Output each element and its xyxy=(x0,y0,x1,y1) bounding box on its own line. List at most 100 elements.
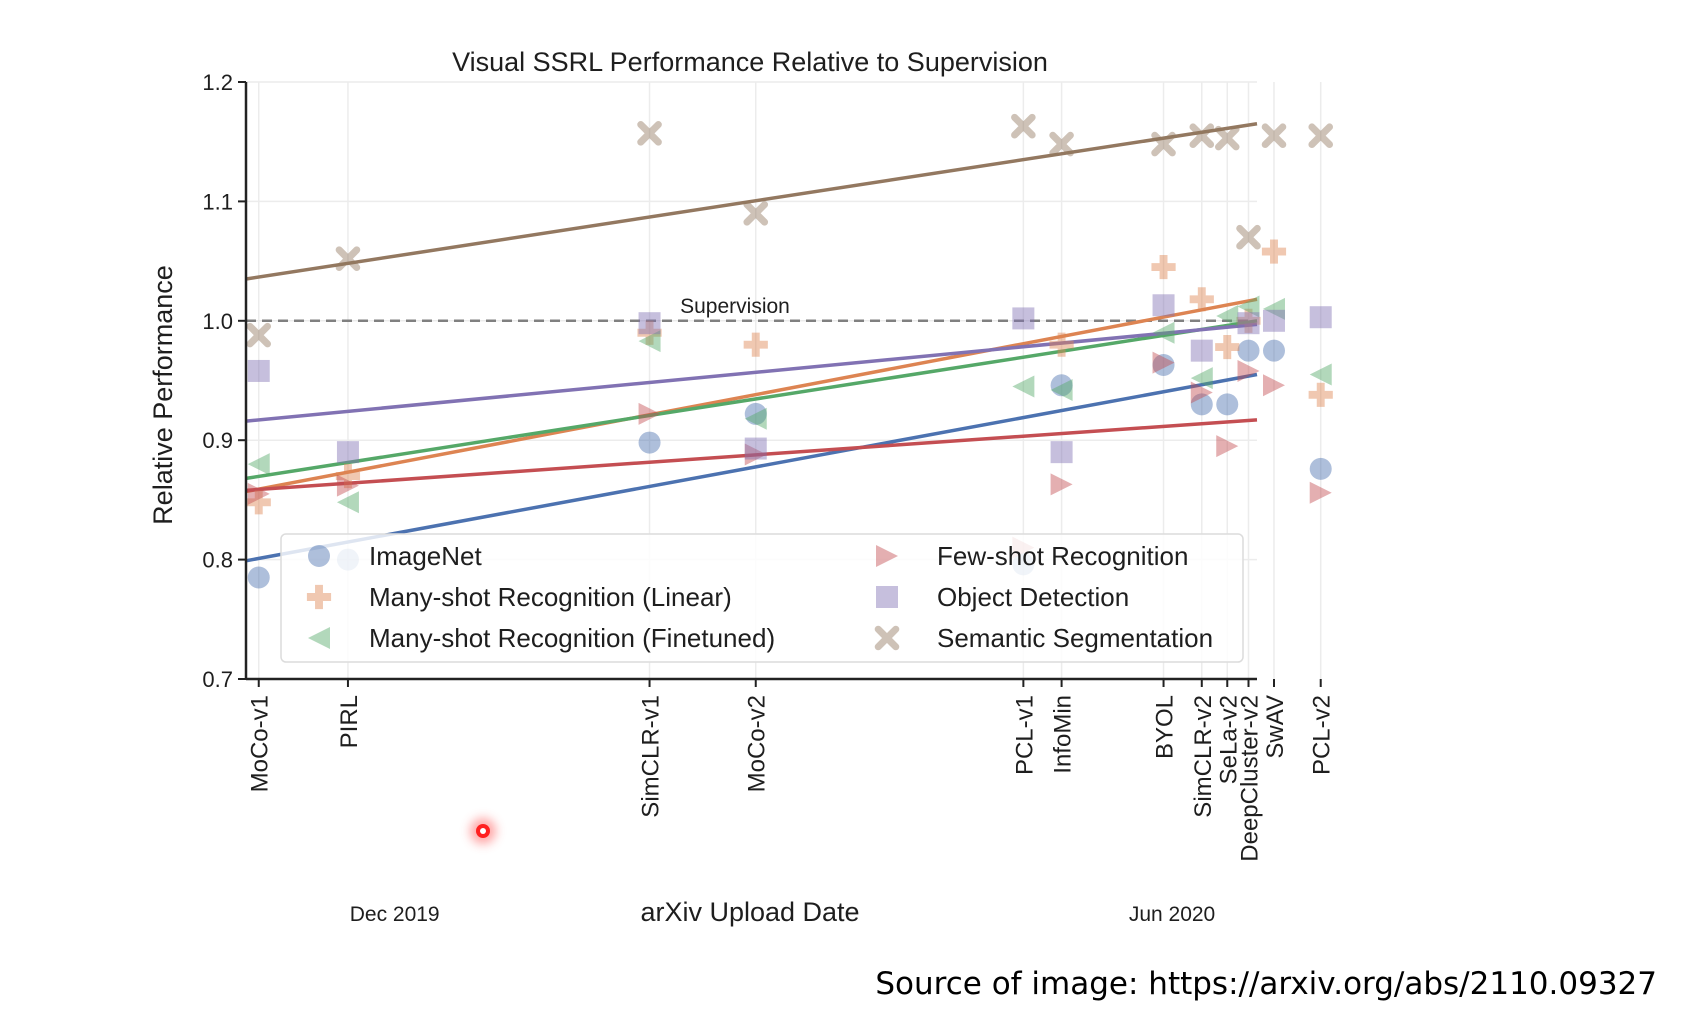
square-marker xyxy=(1190,339,1213,362)
trend-line xyxy=(245,418,1258,493)
legend-label: ImageNet xyxy=(369,541,482,571)
axes: 0.7 0.8 0.9 1.0 1.1 1.2 MoCo-v1 PIRL SimCLR-v1 Mo… xyxy=(202,70,1335,926)
triangle-left-marker xyxy=(336,491,359,514)
square-marker xyxy=(1309,306,1332,329)
x-tick-label: BYOL xyxy=(1152,695,1179,759)
square-marker xyxy=(744,437,767,460)
x-marker xyxy=(1236,224,1261,250)
x-tick-label: SimCLR-v2 xyxy=(1190,695,1217,818)
data-markers xyxy=(246,113,1334,589)
square-marker xyxy=(1050,441,1073,464)
circle-marker xyxy=(1152,353,1175,376)
triangle-right-marker xyxy=(1152,351,1175,374)
plus-marker xyxy=(1151,254,1176,280)
triangle-left-marker xyxy=(1012,375,1035,398)
y-tick-label: 0.8 xyxy=(202,548,233,573)
x-tick-label: InfoMin xyxy=(1050,695,1077,774)
circle-marker xyxy=(1050,374,1073,397)
trend-lines xyxy=(245,122,1258,563)
x-tick-label: PCL-v2 xyxy=(1309,695,1336,775)
triangle-right-marker xyxy=(247,482,270,505)
legend-label: Many-shot Recognition (Linear) xyxy=(369,582,732,612)
x-marker xyxy=(1049,131,1074,157)
plus-marker xyxy=(743,332,768,357)
triangle-left-marker xyxy=(1216,305,1239,328)
y-axis-label: Relative Performance xyxy=(148,265,178,525)
x-tick-label: PIRL xyxy=(336,695,363,748)
x-marker xyxy=(1011,113,1036,139)
legend-label: Object Detection xyxy=(937,582,1129,612)
circle-marker xyxy=(1309,457,1332,480)
plus-marker xyxy=(1049,332,1074,357)
square-marker xyxy=(1262,309,1285,332)
date-label: Dec 2019 xyxy=(350,903,440,926)
circle-marker xyxy=(744,402,767,425)
x-marker xyxy=(743,201,769,226)
triangle-right-marker xyxy=(744,443,767,466)
triangle-right-marker xyxy=(1262,374,1285,397)
triangle-left-marker xyxy=(1190,367,1213,390)
triangle-right-marker xyxy=(638,402,661,425)
x-axis-label: arXiv Upload Date xyxy=(640,897,859,927)
y-tick-label: 0.9 xyxy=(202,428,233,453)
square-marker xyxy=(336,441,359,464)
y-tick-label: 1.0 xyxy=(202,309,233,334)
legend-box xyxy=(280,533,1244,663)
x-marker xyxy=(1261,123,1287,149)
plus-marker xyxy=(246,490,271,515)
square-marker xyxy=(638,312,661,335)
legend-label: Semantic Segmentation xyxy=(937,623,1213,653)
triangle-right-marker xyxy=(1190,381,1213,404)
triangle-left-marker xyxy=(744,407,767,430)
legend-label: Many-shot Recognition (Finetuned) xyxy=(369,623,775,653)
trend-line xyxy=(245,297,1258,494)
x-marker xyxy=(1189,123,1215,149)
triangle-left-marker xyxy=(1237,295,1260,318)
triangle-right-marker xyxy=(1050,473,1073,496)
triangle-left-marker xyxy=(247,453,270,476)
square-marker xyxy=(1237,312,1260,335)
x-tick-label: MoCo-v1 xyxy=(247,695,274,792)
plus-marker xyxy=(1236,308,1261,333)
circle-marker xyxy=(1216,393,1239,416)
square-marker xyxy=(1152,294,1175,317)
x-marker xyxy=(1151,131,1176,157)
y-tick-label: 1.1 xyxy=(202,189,233,214)
triangle-right-marker xyxy=(1237,359,1260,382)
x-marker xyxy=(335,246,361,272)
x-marker xyxy=(1308,123,1334,149)
x-tick-label: SwAV xyxy=(1262,695,1289,759)
date-label: Jun 2020 xyxy=(1129,903,1215,926)
circle-marker xyxy=(247,566,270,589)
triangle-left-marker xyxy=(1262,297,1285,320)
trend-line xyxy=(245,319,1258,481)
x-tick-label: MoCo-v2 xyxy=(744,695,771,792)
triangle-left-marker xyxy=(1309,363,1332,386)
y-tick-label: 1.2 xyxy=(202,70,233,95)
plus-marker xyxy=(1261,239,1287,264)
supervision-label: Supervision xyxy=(680,295,790,318)
square-marker xyxy=(247,359,270,382)
plus-marker xyxy=(1308,382,1333,407)
x-tick-label: PCL-v1 xyxy=(1011,695,1038,775)
triangle-right-marker xyxy=(1309,481,1332,504)
plus-marker xyxy=(335,463,361,489)
source-note: Source of image: https://arxiv.org/abs/2… xyxy=(875,966,1657,1002)
trend-line xyxy=(245,322,1258,423)
x-tick-label: DeepCluster-v2 xyxy=(1237,695,1264,862)
x-tick-label: SimCLR-v1 xyxy=(638,695,665,818)
trend-line xyxy=(245,122,1258,281)
trend-line xyxy=(245,372,1258,563)
x-marker xyxy=(246,322,272,348)
x-marker xyxy=(1214,125,1240,151)
square-marker xyxy=(1012,307,1035,330)
x-marker xyxy=(874,625,900,651)
relative-performance-chart: Supervision 0.7 0.8 0.9 1.0 1.1 1.2 MoCo-v1 PIR… xyxy=(148,47,1336,927)
circle-marker xyxy=(1190,393,1213,416)
triangle-right-marker xyxy=(336,474,359,497)
plus-marker xyxy=(1215,334,1240,360)
chart-title: Visual SSRL Performance Relative to Supe… xyxy=(452,47,1048,77)
triangle-left-marker xyxy=(638,330,661,353)
legend-label: Few-shot Recognition xyxy=(937,541,1188,571)
supervision-reference: Supervision xyxy=(246,295,1257,323)
